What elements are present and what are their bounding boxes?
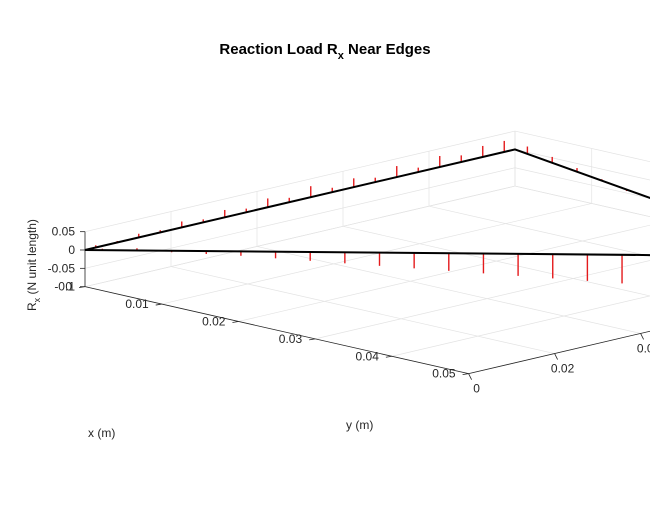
z-tick-label: -0.1	[54, 280, 75, 294]
x-tick-label: 0.02	[202, 314, 226, 328]
x-tick-2	[232, 321, 239, 323]
floor-grid-x-1	[161, 203, 592, 305]
floor-grid-x-3	[315, 260, 650, 340]
y-axis-line	[468, 330, 650, 375]
z-tick-label: -0.05	[48, 261, 76, 275]
x-tick-label: 0.03	[279, 332, 303, 346]
y-tick-1	[554, 353, 558, 360]
floor-grid-x-2	[238, 224, 650, 322]
y-tick-label: 0	[473, 382, 480, 396]
triangle-outline	[84, 148, 650, 257]
x-tick-3	[309, 338, 316, 341]
x-axis-line	[84, 286, 469, 375]
floor-grid-y-2	[256, 246, 641, 334]
x-tick-5	[462, 373, 469, 376]
wall-ymax-grid-z-1	[514, 149, 650, 181]
y-tick-0	[468, 373, 472, 380]
x-tick-label: 0	[65, 280, 72, 294]
floor-grid-x-4	[391, 295, 650, 357]
floor-grid-x-5	[468, 330, 650, 375]
x-tick-label: 0.05	[432, 367, 456, 381]
y-axis-label: y (m)	[346, 418, 373, 432]
floor-grid-y-3	[342, 225, 650, 297]
x-tick-label: 0.04	[356, 349, 380, 363]
triangle-edges	[84, 148, 650, 257]
z-axis-label: Rx (N unit length)	[25, 219, 42, 311]
x-tick-4	[385, 355, 392, 358]
x-tick-label: 0.01	[125, 297, 149, 311]
y-tick-2	[640, 333, 644, 340]
wall-ymax-grid-z-0	[514, 130, 650, 163]
chart-title: Reaction Load Rx Near Edges	[219, 41, 430, 62]
wall-x0-grid-z-3	[84, 185, 516, 288]
wall-ymax-grid-z-2	[514, 167, 650, 199]
stem-bars	[95, 140, 628, 284]
axis-layer: 00.010.020.030.040.0500.020.040.060.080.…	[48, 225, 650, 396]
wall-ymax-grid-z-3	[514, 185, 650, 218]
y-tick-label: 0.02	[551, 362, 575, 376]
floor-grid-y-4	[428, 205, 650, 257]
x-tick-1	[155, 303, 162, 306]
z-tick-label: 0	[68, 243, 75, 257]
floor-grid-y-1	[170, 266, 555, 354]
z-tick-label: 0.05	[52, 225, 76, 239]
y-tick-label: 0.04	[637, 341, 650, 355]
wall-x0-grid-z-0	[84, 130, 516, 233]
x-axis-label: x (m)	[88, 426, 115, 440]
